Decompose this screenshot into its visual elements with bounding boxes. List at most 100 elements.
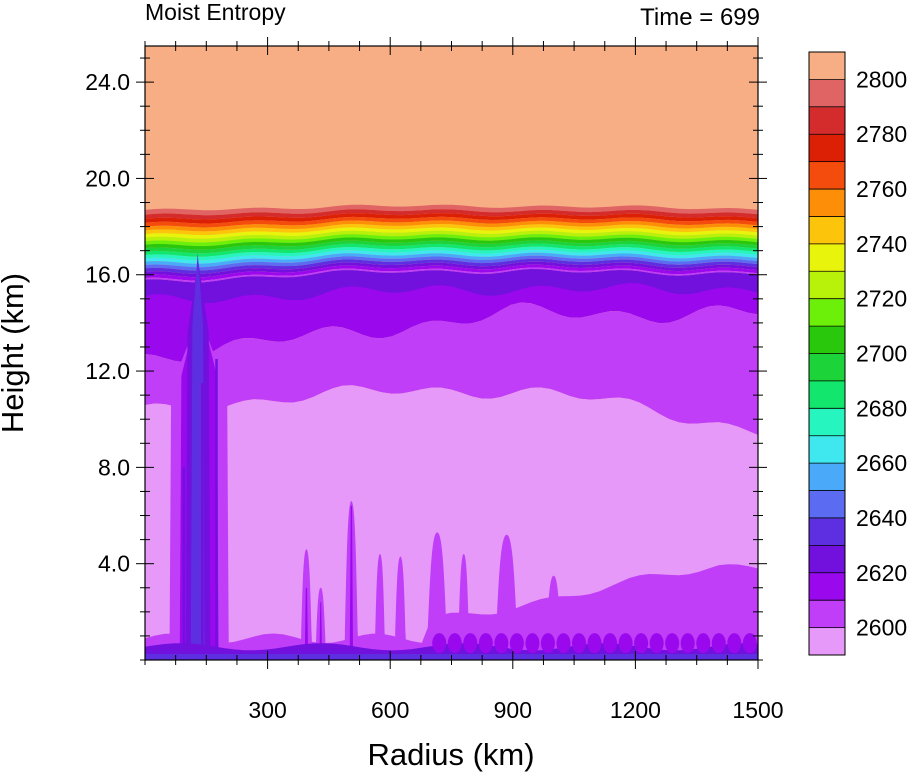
colorbar-swatch xyxy=(809,216,845,245)
plume-core xyxy=(349,505,354,656)
colorbar-label: 2620 xyxy=(856,560,907,586)
colorbar-swatch xyxy=(809,243,845,272)
tropopause-band xyxy=(145,230,758,243)
surface-blob xyxy=(540,633,555,654)
surface-blob xyxy=(432,633,447,654)
colorbar-swatch xyxy=(809,380,845,409)
colorbar-frame xyxy=(808,51,846,656)
colorbar-swatch xyxy=(809,572,845,601)
x-tick-label: 1200 xyxy=(610,697,661,723)
surface-blob xyxy=(447,633,462,654)
tropopause-band xyxy=(145,224,758,236)
y-tick-label: 20.0 xyxy=(85,165,130,191)
tropopause-band xyxy=(145,204,758,216)
convective-plume xyxy=(394,556,407,653)
y-tick-label: 24.0 xyxy=(85,69,130,95)
surface-blob xyxy=(727,633,742,654)
colorbar-label: 2780 xyxy=(856,121,907,147)
tropopause-band xyxy=(145,213,758,224)
eye-column xyxy=(200,383,204,656)
colorbar-label: 2640 xyxy=(856,505,907,531)
surface-blob xyxy=(696,633,711,654)
colorbar-label: 2760 xyxy=(856,176,907,202)
plume-core xyxy=(319,602,322,656)
colorbar-swatch xyxy=(809,517,845,546)
colorbar xyxy=(808,51,846,656)
tropopause-band xyxy=(145,267,758,283)
surface-blob xyxy=(711,633,726,654)
tropopause-band xyxy=(145,220,758,232)
colorbar-swatch xyxy=(809,545,845,574)
tropopause-band xyxy=(145,246,758,261)
colorbar-label: 2660 xyxy=(856,450,907,476)
colorbar-swatch xyxy=(809,298,845,327)
surface-blob xyxy=(634,633,649,654)
convective-plume xyxy=(374,554,386,653)
colorbar-swatch xyxy=(809,353,845,382)
boundary-layer-band xyxy=(145,564,758,656)
surface-blob xyxy=(478,633,493,654)
surface-blob xyxy=(618,633,633,654)
surface-blob xyxy=(587,633,602,654)
tropopause-band xyxy=(145,252,758,268)
tropopause-band xyxy=(145,209,758,220)
colorbar-swatch xyxy=(809,408,845,437)
tropopause-band xyxy=(145,240,758,254)
surface-blob xyxy=(509,633,524,654)
tropopause-band xyxy=(145,261,758,278)
colorbar-label: 2800 xyxy=(856,66,907,92)
colorbar-swatch xyxy=(809,490,845,519)
convective-plume xyxy=(458,554,470,653)
minimum-entropy-band xyxy=(145,385,758,656)
colorbar-swatch xyxy=(809,600,845,629)
y-axis-label: Height (km) xyxy=(0,273,30,433)
colorbar-label: 2720 xyxy=(856,286,907,312)
colorbar-swatch xyxy=(809,161,845,190)
colorbar-swatch xyxy=(809,435,845,464)
surface-blob xyxy=(525,633,540,654)
surface-blob xyxy=(742,633,757,654)
colorbar-label: 2700 xyxy=(856,341,907,367)
x-tick-label: 1500 xyxy=(732,697,783,723)
y-tick-label: 12.0 xyxy=(85,358,130,384)
convective-plume xyxy=(426,532,448,653)
eye-column xyxy=(182,467,186,656)
axis-ticks xyxy=(136,37,767,669)
tropopause-band xyxy=(145,264,758,281)
tropopause-band xyxy=(145,255,758,271)
tropopause-band xyxy=(145,249,758,264)
x-axis-label: Radius (km) xyxy=(367,737,534,772)
tropopause-band xyxy=(145,216,758,228)
surface-blob xyxy=(494,633,509,654)
x-tick-labels: 300 600 900 1200 1500 xyxy=(248,697,783,723)
surface-blob xyxy=(603,633,618,654)
colorbar-swatch xyxy=(809,627,845,656)
plume-core xyxy=(304,587,309,656)
y-tick-label: 16.0 xyxy=(85,262,130,288)
tropopause-band xyxy=(145,227,758,239)
surface-blob xyxy=(649,633,664,654)
tropopause-band xyxy=(145,237,758,250)
eye-column xyxy=(215,359,218,656)
convective-plume xyxy=(495,534,519,653)
surface-blob xyxy=(463,633,478,654)
y-tick-label: 4.0 xyxy=(98,551,130,577)
colorbar-label: 2680 xyxy=(856,395,907,421)
colorbar-swatch xyxy=(809,79,845,108)
x-tick-label: 300 xyxy=(248,697,286,723)
colorbar-swatch xyxy=(809,52,845,80)
y-tick-labels: 4.0 8.0 12.0 16.0 20.0 24.0 xyxy=(85,69,130,577)
surface-blob xyxy=(556,633,571,654)
colorbar-swatch xyxy=(809,271,845,300)
colorbar-swatch xyxy=(809,134,845,163)
surface-blob xyxy=(680,633,695,654)
colorbar-swatch xyxy=(809,189,845,217)
colorbar-swatch xyxy=(809,326,845,354)
mid-trop-band xyxy=(145,302,758,435)
chart-title-left: Moist Entropy xyxy=(145,0,286,25)
surface-blob xyxy=(572,633,587,654)
chart-title-right: Time = 699 xyxy=(640,4,760,31)
colorbar-label: 2600 xyxy=(856,615,907,641)
surface-blob xyxy=(665,633,680,654)
colorbar-swatch xyxy=(809,106,845,135)
